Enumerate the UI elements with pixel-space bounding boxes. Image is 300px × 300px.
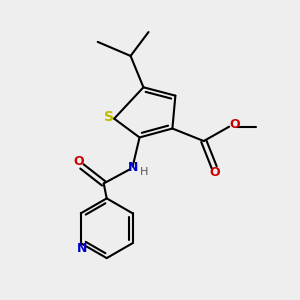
Text: O: O bbox=[229, 118, 240, 131]
Text: O: O bbox=[73, 155, 84, 168]
Text: N: N bbox=[128, 161, 138, 174]
Text: H: H bbox=[140, 167, 148, 177]
Text: S: S bbox=[104, 110, 114, 124]
Text: O: O bbox=[209, 166, 220, 179]
Text: N: N bbox=[77, 242, 88, 255]
